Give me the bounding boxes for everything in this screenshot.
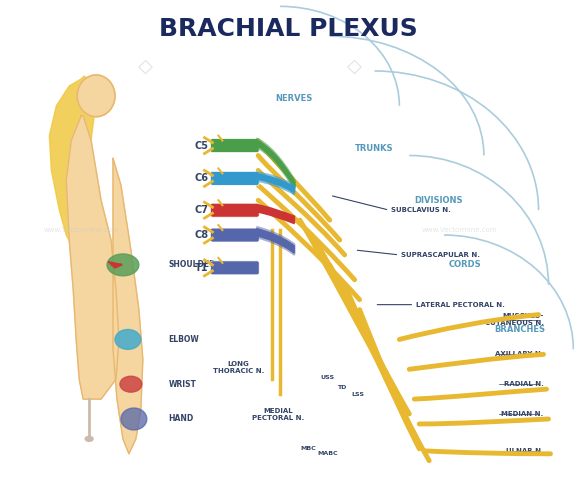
Text: BRANCHES: BRANCHES bbox=[494, 325, 545, 334]
Text: ◇: ◇ bbox=[138, 56, 153, 75]
Text: C5: C5 bbox=[195, 140, 209, 151]
FancyBboxPatch shape bbox=[210, 203, 259, 217]
Text: WRIST: WRIST bbox=[169, 380, 196, 389]
Ellipse shape bbox=[120, 376, 142, 392]
Text: T1: T1 bbox=[195, 263, 209, 273]
Text: ELBOW: ELBOW bbox=[169, 335, 199, 344]
Text: LSS: LSS bbox=[351, 392, 364, 397]
Text: MUSCULO-
CUTANEOUS N.: MUSCULO- CUTANEOUS N. bbox=[484, 313, 544, 326]
Text: C7: C7 bbox=[195, 205, 209, 215]
Ellipse shape bbox=[107, 254, 139, 276]
Text: MABC: MABC bbox=[317, 451, 338, 456]
Text: USS: USS bbox=[321, 375, 335, 380]
Text: CORDS: CORDS bbox=[449, 260, 482, 269]
Polygon shape bbox=[50, 76, 96, 245]
FancyBboxPatch shape bbox=[210, 261, 259, 275]
FancyBboxPatch shape bbox=[210, 228, 259, 242]
Text: C8: C8 bbox=[194, 230, 209, 240]
Text: MEDIAN N.: MEDIAN N. bbox=[501, 411, 544, 417]
Text: SUBCLAVIUS N.: SUBCLAVIUS N. bbox=[392, 207, 451, 213]
Text: www.Vectormine.com: www.Vectormine.com bbox=[421, 227, 497, 233]
Text: SUPRASCAPULAR N.: SUPRASCAPULAR N. bbox=[401, 252, 480, 258]
Text: C6: C6 bbox=[195, 174, 209, 183]
Text: SHOULDER: SHOULDER bbox=[169, 260, 215, 269]
Ellipse shape bbox=[115, 330, 141, 349]
FancyBboxPatch shape bbox=[210, 139, 259, 153]
Text: ULNAR N.: ULNAR N. bbox=[506, 448, 544, 454]
FancyBboxPatch shape bbox=[210, 172, 259, 185]
Ellipse shape bbox=[77, 75, 115, 117]
Text: TRUNKS: TRUNKS bbox=[355, 144, 393, 153]
Text: MEDIAL
PECTORAL N.: MEDIAL PECTORAL N. bbox=[252, 408, 304, 420]
Text: RADIAL N.: RADIAL N. bbox=[503, 381, 544, 387]
Polygon shape bbox=[113, 158, 143, 454]
Ellipse shape bbox=[85, 436, 93, 441]
Text: BRACHIAL PLEXUS: BRACHIAL PLEXUS bbox=[158, 17, 418, 41]
Text: NERVES: NERVES bbox=[275, 94, 312, 104]
Text: ◇: ◇ bbox=[347, 56, 362, 75]
Ellipse shape bbox=[121, 408, 147, 430]
Text: HAND: HAND bbox=[169, 415, 194, 423]
Text: AXILLARY N.: AXILLARY N. bbox=[495, 351, 544, 357]
Text: LATERAL PECTORAL N.: LATERAL PECTORAL N. bbox=[416, 302, 505, 308]
Text: www.Vectormine.com: www.Vectormine.com bbox=[43, 227, 119, 233]
Text: MBC: MBC bbox=[300, 446, 316, 451]
Text: DIVISIONS: DIVISIONS bbox=[414, 196, 463, 205]
Text: LONG
THORACIC N.: LONG THORACIC N. bbox=[213, 361, 264, 374]
Text: TD: TD bbox=[337, 385, 346, 390]
Polygon shape bbox=[66, 116, 119, 399]
